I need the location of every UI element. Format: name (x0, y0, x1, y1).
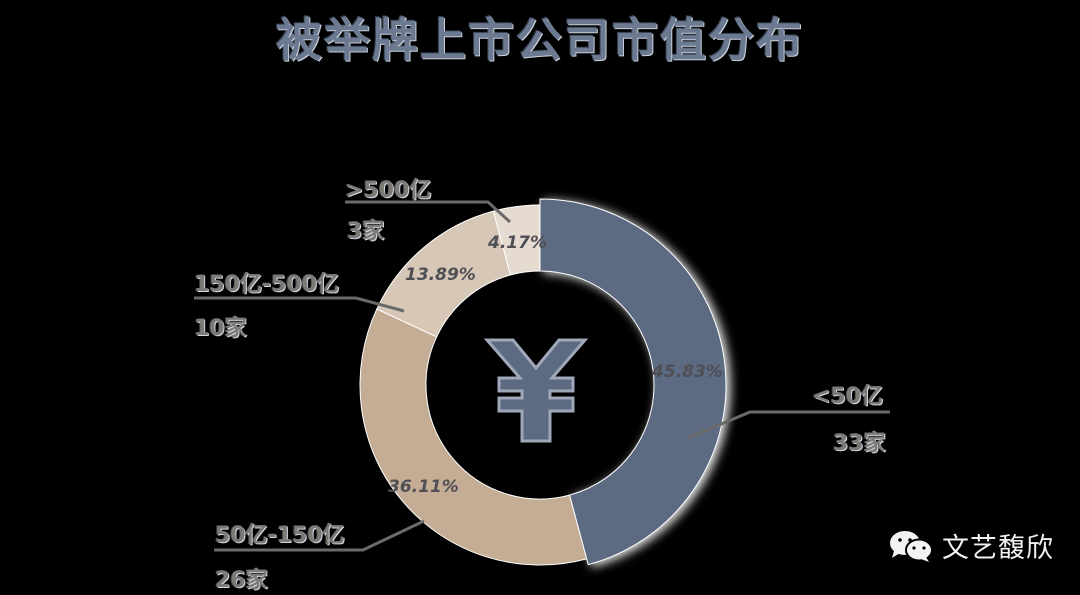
range-label-50-150: 50亿-150亿 (215, 523, 345, 548)
pct-label-150-500: 13.89% (405, 265, 476, 285)
watermark-text: 文艺馥欣 (942, 533, 1054, 564)
range-label-lt50: <50亿 (812, 384, 884, 409)
leader-lines (194, 200, 890, 552)
wechat-icon (890, 530, 933, 562)
yuan-icon (483, 338, 589, 443)
slice-50-150 (359, 308, 588, 566)
range-label-150-500: 150亿-500亿 (194, 272, 339, 297)
chart-title: 被举牌上市公司市值分布 (276, 13, 804, 67)
pct-label-gt500: 4.17% (488, 233, 547, 253)
pct-label-lt50: 45.83% (652, 362, 723, 382)
watermark: 文艺馥欣 (888, 526, 1054, 565)
leader-line-50-150 (214, 519, 425, 552)
count-label-lt50: 33家 (833, 431, 886, 456)
leader-line-lt50 (687, 410, 890, 440)
pct-label-50-150: 36.11% (388, 477, 459, 497)
leader-line-150-500 (194, 296, 405, 313)
slice-gt500 (492, 204, 541, 276)
leader-line-gt500 (345, 200, 512, 224)
count-label-gt500: 3家 (347, 219, 385, 244)
donut-slices (359, 198, 727, 566)
count-label-150-500: 10家 (194, 316, 247, 341)
slice-lt50 (539, 198, 727, 566)
range-label-gt500: >500亿 (345, 178, 432, 203)
count-label-50-150: 26家 (215, 568, 268, 593)
